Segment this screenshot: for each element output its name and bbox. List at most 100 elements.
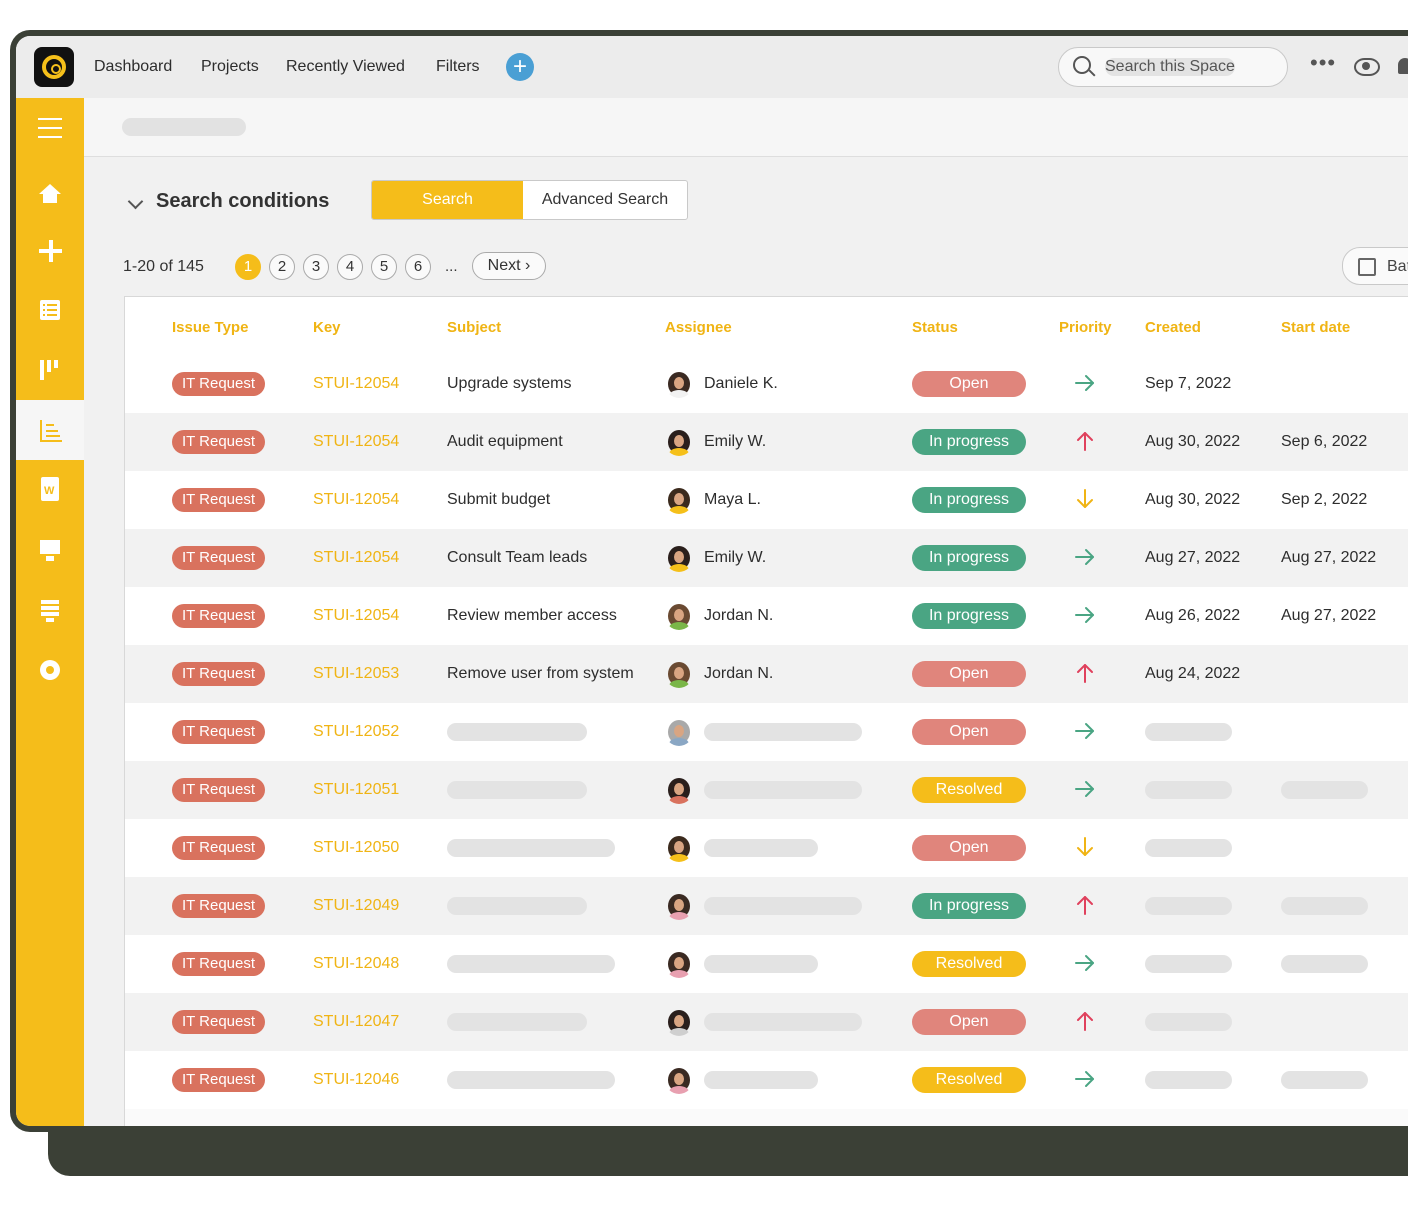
table-row[interactable]: IT Request STUI-12047 Open xyxy=(125,993,1408,1051)
nav-dashboard[interactable]: Dashboard xyxy=(94,58,173,75)
batch-edit-button[interactable]: Bat xyxy=(1342,247,1408,285)
issue-subject[interactable]: Consult Team leads xyxy=(447,549,588,566)
issue-key-link[interactable]: STUI-12046 xyxy=(313,1071,400,1088)
breadcrumb-placeholder xyxy=(122,118,246,136)
watch-eye-icon[interactable] xyxy=(1354,58,1380,76)
issue-key-link[interactable]: STUI-12054 xyxy=(313,375,400,392)
col-assignee[interactable]: Assignee xyxy=(665,319,732,336)
issue-key-link[interactable]: STUI-12047 xyxy=(313,1013,400,1030)
issue-subject[interactable]: Upgrade systems xyxy=(447,375,572,392)
gear-icon[interactable] xyxy=(16,640,84,700)
app-logo-icon[interactable] xyxy=(34,47,74,87)
issue-key-link[interactable]: STUI-12054 xyxy=(313,607,400,624)
issue-subject[interactable]: Audit equipment xyxy=(447,433,563,450)
assignee-name[interactable]: Daniele K. xyxy=(704,375,778,392)
page-4[interactable]: 4 xyxy=(337,254,363,280)
status-badge[interactable]: Resolved xyxy=(912,1067,1026,1093)
status-badge[interactable]: In progress xyxy=(912,545,1026,571)
search-conditions-title[interactable]: Search conditions xyxy=(156,190,330,212)
table-row[interactable]: IT Request STUI-12054 Upgrade systems Danie… xyxy=(125,355,1408,413)
space-search-input[interactable]: Search this Space xyxy=(1058,47,1288,87)
list-icon[interactable] xyxy=(16,280,84,340)
table-row[interactable]: IT Request STUI-12052 Open xyxy=(125,703,1408,761)
status-badge[interactable]: In progress xyxy=(912,893,1026,919)
status-badge[interactable]: In progress xyxy=(912,603,1026,629)
status-badge[interactable]: Open xyxy=(912,719,1026,745)
status-badge[interactable]: Open xyxy=(912,1009,1026,1035)
search-icon xyxy=(1073,56,1091,74)
page-2[interactable]: 2 xyxy=(269,254,295,280)
issue-key-link[interactable]: STUI-12054 xyxy=(313,549,400,566)
issue-subject[interactable]: Remove user from system xyxy=(447,665,634,682)
status-badge[interactable]: Resolved xyxy=(912,951,1026,977)
home-icon[interactable] xyxy=(16,160,84,220)
page-1[interactable]: 1 xyxy=(235,254,261,280)
page-3[interactable]: 3 xyxy=(303,254,329,280)
issue-key-link[interactable]: STUI-12049 xyxy=(313,897,400,914)
presentation-icon[interactable] xyxy=(16,520,84,580)
col-start-date[interactable]: Start date xyxy=(1281,319,1351,336)
nav-recently-viewed[interactable]: Recently Viewed xyxy=(286,58,405,75)
table-row[interactable]: IT Request STUI-12054 Consult Team leads Em… xyxy=(125,529,1408,587)
server-icon[interactable] xyxy=(16,580,84,640)
issue-subject[interactable]: Submit budget xyxy=(447,491,551,508)
status-badge[interactable]: In progress xyxy=(912,487,1026,513)
top-navigation-bar: Dashboard Projects Recently Viewed Filte… xyxy=(16,36,1408,99)
priority-arrow-right-icon xyxy=(1071,601,1099,629)
nav-filters[interactable]: Filters xyxy=(436,58,480,75)
col-created[interactable]: Created xyxy=(1145,319,1201,336)
notification-bell-icon[interactable] xyxy=(1398,58,1408,74)
nav-projects[interactable]: Projects xyxy=(201,58,259,75)
table-row[interactable]: IT Request STUI-12054 Submit budget Maya L.… xyxy=(125,471,1408,529)
col-subject[interactable]: Subject xyxy=(447,319,502,336)
issue-key-link[interactable]: STUI-12051 xyxy=(313,781,400,798)
table-row[interactable]: IT Request STUI-12050 Open xyxy=(125,819,1408,877)
table-row[interactable]: IT Request STUI-12054 Review member access… xyxy=(125,587,1408,645)
assignee-name[interactable]: Emily W. xyxy=(704,549,767,566)
document-icon[interactable]: W xyxy=(16,460,84,520)
issue-key-link[interactable]: STUI-12053 xyxy=(313,665,400,682)
more-options-icon[interactable]: ••• xyxy=(1310,50,1337,75)
assignee-name[interactable]: Jordan N. xyxy=(704,665,774,682)
status-badge[interactable]: In progress xyxy=(912,429,1026,455)
table-row[interactable]: IT Request STUI-12054 Audit equipment Emily… xyxy=(125,413,1408,471)
table-row[interactable]: IT Request STUI-12049 In progress xyxy=(125,877,1408,935)
assignee-name[interactable]: Emily W. xyxy=(704,433,767,450)
page-5[interactable]: 5 xyxy=(371,254,397,280)
chevron-down-icon[interactable] xyxy=(127,193,144,210)
status-badge[interactable]: Open xyxy=(912,371,1026,397)
issue-key-link[interactable]: STUI-12054 xyxy=(313,491,400,508)
next-page-button[interactable]: Next › xyxy=(472,252,546,280)
issue-key-link[interactable]: STUI-12054 xyxy=(313,433,400,450)
created-placeholder xyxy=(1145,781,1232,799)
col-key[interactable]: Key xyxy=(313,319,341,336)
start-date-placeholder xyxy=(1281,1071,1368,1089)
table-row[interactable]: IT Request STUI-12048 Resolved xyxy=(125,935,1408,993)
tree-icon[interactable] xyxy=(16,400,84,460)
status-badge[interactable]: Resolved xyxy=(912,777,1026,803)
start-date-placeholder xyxy=(1281,781,1368,799)
create-icon[interactable] xyxy=(16,220,84,280)
table-row[interactable]: IT Request STUI-12051 Resolved xyxy=(125,761,1408,819)
table-row[interactable]: IT Request STUI-12046 Resolved xyxy=(125,1051,1408,1109)
created-placeholder xyxy=(1145,723,1232,741)
status-badge[interactable]: Open xyxy=(912,835,1026,861)
col-priority[interactable]: Priority xyxy=(1059,319,1112,336)
page-6[interactable]: 6 xyxy=(405,254,431,280)
assignee-name[interactable]: Maya L. xyxy=(704,491,761,508)
create-plus-icon[interactable]: + xyxy=(506,53,534,81)
issue-key-link[interactable]: STUI-12050 xyxy=(313,839,400,856)
issue-key-link[interactable]: STUI-12048 xyxy=(313,955,400,972)
issue-key-link[interactable]: STUI-12052 xyxy=(313,723,400,740)
col-status[interactable]: Status xyxy=(912,319,958,336)
advanced-search-button[interactable]: Advanced Search xyxy=(541,191,669,208)
board-icon[interactable] xyxy=(16,340,84,400)
col-issue-type[interactable]: Issue Type xyxy=(172,319,249,336)
search-button[interactable]: Search xyxy=(372,181,523,219)
issue-type-badge: IT Request xyxy=(172,488,265,512)
issue-subject[interactable]: Review member access xyxy=(447,607,617,624)
table-row[interactable]: IT Request STUI-12053 Remove user from sys… xyxy=(125,645,1408,703)
assignee-name[interactable]: Jordan N. xyxy=(704,607,774,624)
status-badge[interactable]: Open xyxy=(912,661,1026,687)
menu-icon[interactable] xyxy=(16,98,84,158)
